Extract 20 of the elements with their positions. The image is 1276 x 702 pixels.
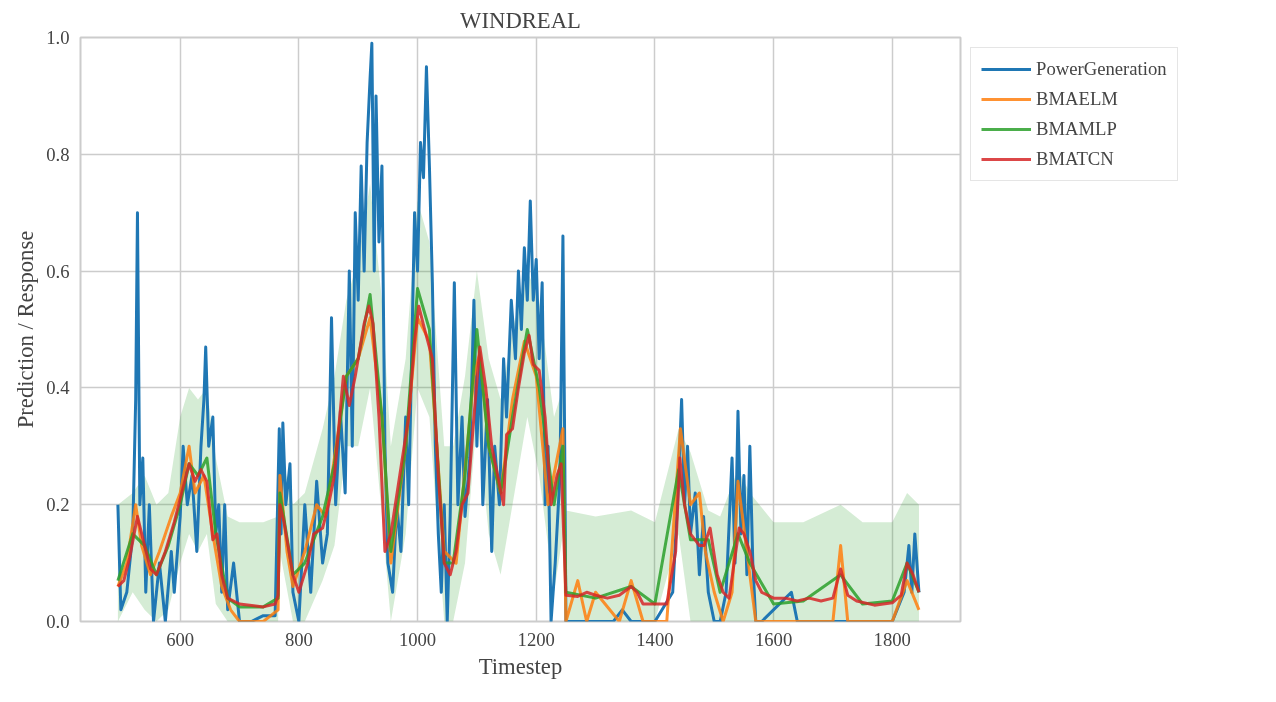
y-tick-label: 0.6 [46,260,70,282]
chart-title: WINDREAL [460,7,581,33]
y-tick-label: 1.0 [46,27,70,48]
x-tick-label: 1000 [398,628,437,650]
x-tick-label: 1800 [873,628,911,650]
legend-label: BMAMLP [1036,118,1117,140]
y-tick-label: 0.0 [46,611,70,632]
y-tick-label: 0.4 [46,377,71,399]
legend-label: BMATCN [1036,148,1114,170]
y-axis-title: Prediction / Response [13,230,39,429]
x-tick-label: 1200 [517,628,555,650]
x-tick-label: 1400 [636,628,674,650]
x-axis-title: Timestep [478,653,563,679]
legend-label: PowerGeneration [1036,58,1167,80]
x-tick-label: 1600 [754,628,793,650]
x-tick-label: 800 [284,628,313,650]
legend-label: BMAELM [1036,88,1118,110]
x-tick-label: 600 [166,628,195,650]
y-tick-label: 0.2 [46,494,70,516]
y-tick-label: 0.8 [46,143,70,165]
